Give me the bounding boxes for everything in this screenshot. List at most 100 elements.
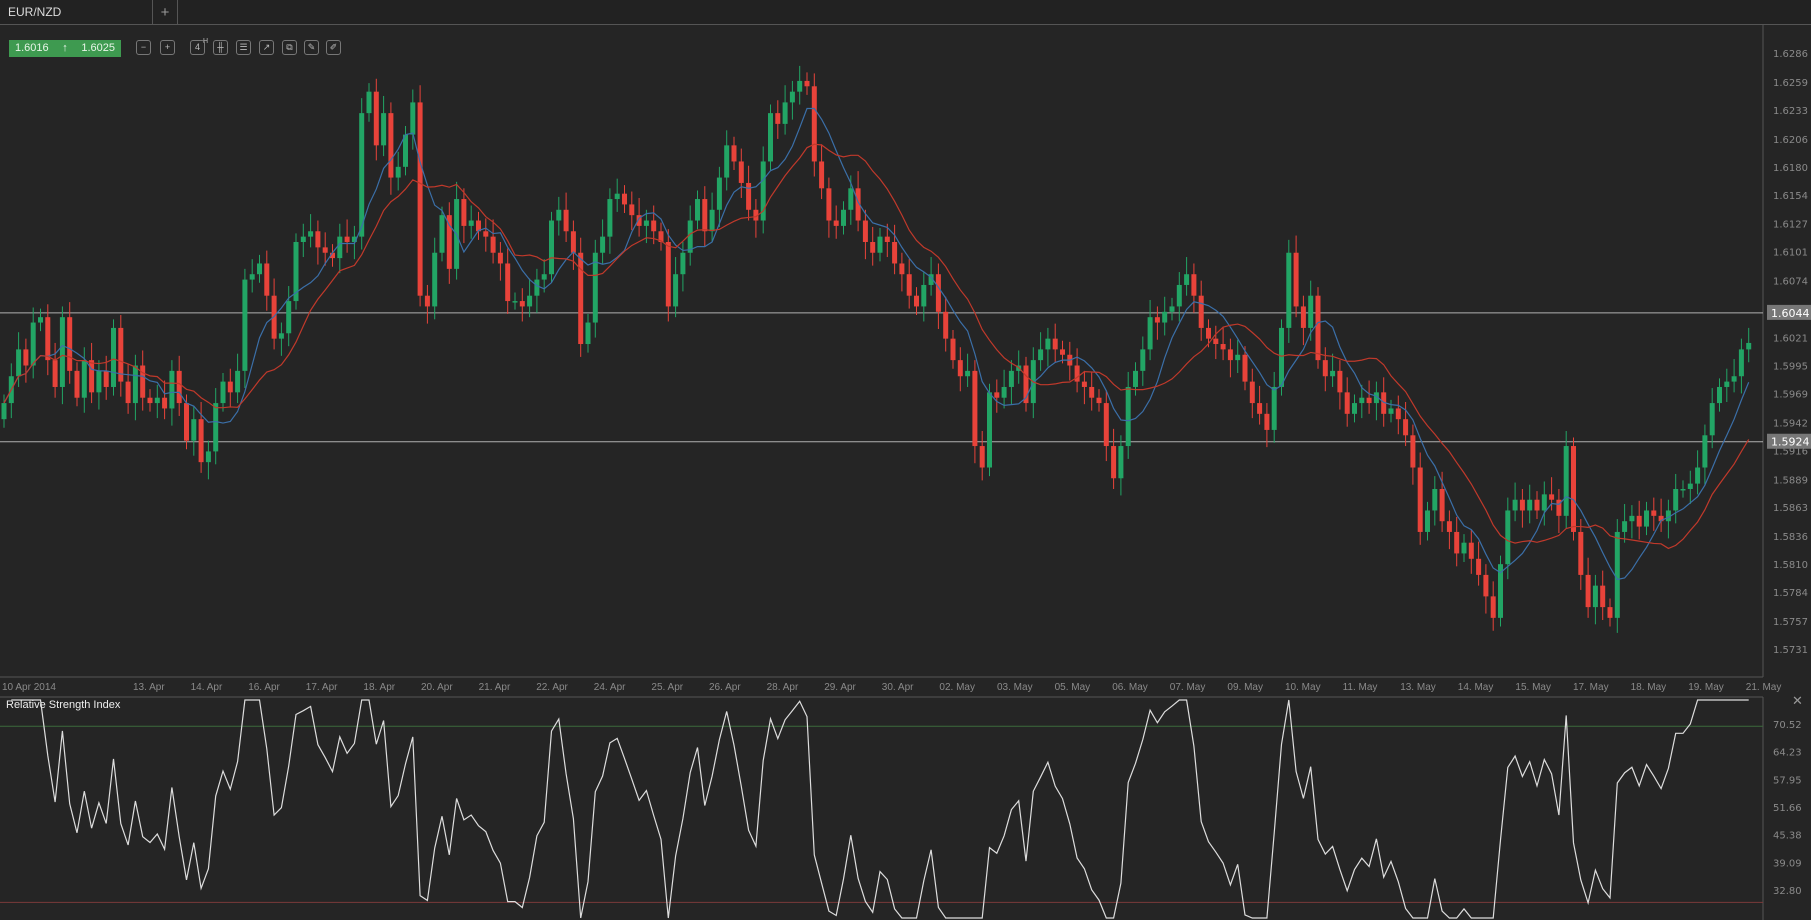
candle-body	[198, 419, 204, 463]
candle-body	[884, 236, 890, 243]
price-tick-label: 1.6233	[1773, 106, 1808, 117]
candle-body	[1191, 274, 1197, 296]
price-level-label: 1.6044	[1771, 307, 1810, 320]
candle-body	[300, 236, 306, 243]
candle-body	[1352, 403, 1357, 414]
price-tick-label: 1.5995	[1773, 361, 1808, 372]
add-tab-button[interactable]: +	[153, 0, 178, 25]
candle	[1724, 368, 1730, 403]
candle	[833, 205, 839, 239]
edit-icon[interactable]: ✎	[304, 40, 319, 55]
candle	[220, 373, 226, 412]
candle	[549, 211, 554, 283]
quote-badge[interactable]: 1.6016 ↑ 1.6025	[9, 40, 121, 57]
indicators-icon[interactable]: ☰	[236, 40, 251, 55]
candle	[1373, 381, 1379, 421]
zoom-in-icon[interactable]: +	[160, 40, 175, 55]
candle-body	[1403, 419, 1409, 436]
candle	[892, 224, 898, 275]
candle	[1738, 338, 1744, 394]
candle-body	[585, 322, 591, 345]
tab-eur-nzd[interactable]: EUR/NZD	[0, 0, 153, 25]
date-tick-label: 22. Apr	[536, 682, 568, 693]
date-tick-label: 19. May	[1688, 682, 1724, 693]
candle-body	[344, 236, 350, 243]
candle	[979, 431, 985, 481]
date-tick-label: 11. May	[1343, 682, 1378, 693]
candle-body	[1454, 531, 1460, 554]
candle	[213, 388, 219, 465]
candle	[1300, 295, 1306, 346]
price-tick-label: 1.6180	[1773, 163, 1808, 174]
date-tick-label: 05. May	[1055, 682, 1091, 693]
candle-body	[16, 349, 22, 377]
draw-icon[interactable]: ✐	[326, 40, 341, 55]
candle	[1534, 491, 1540, 520]
candle	[1111, 428, 1117, 489]
candle-body	[505, 263, 511, 302]
candle	[395, 151, 401, 191]
candle-body	[235, 370, 241, 393]
candle-body	[1709, 403, 1715, 436]
candle-body	[1556, 499, 1562, 516]
candle-body	[330, 252, 335, 259]
candle	[1191, 263, 1197, 313]
candle	[96, 360, 102, 410]
candle-body	[1381, 392, 1387, 414]
candle	[67, 302, 73, 384]
candle-body	[680, 252, 686, 275]
date-tick-label: 26. Apr	[709, 682, 741, 693]
candle	[877, 228, 883, 262]
copy-icon[interactable]: ⧉	[282, 40, 297, 55]
candle-body	[59, 317, 65, 387]
candle	[381, 95, 387, 157]
candle	[673, 257, 679, 318]
candle-body	[1600, 585, 1606, 608]
candle-body	[1001, 386, 1007, 398]
candle-body	[278, 333, 284, 339]
candle-body	[1169, 306, 1175, 312]
candle-body	[1176, 284, 1182, 307]
candle	[1366, 380, 1372, 414]
candle-body	[687, 220, 693, 253]
candle-body	[118, 327, 124, 382]
candle	[1731, 359, 1737, 393]
candle-body	[30, 322, 36, 366]
ma-fast-line	[3, 107, 1750, 581]
candle	[709, 192, 715, 243]
candle	[1636, 500, 1642, 540]
candle-body	[753, 209, 759, 221]
candle-body	[1388, 408, 1394, 414]
candle-body	[724, 145, 730, 178]
candle	[1629, 505, 1635, 539]
date-tick-label: 18. Apr	[363, 682, 395, 693]
candle-body	[789, 91, 795, 103]
candlestick-type-icon[interactable]: ╫	[213, 40, 228, 55]
candle	[994, 379, 1000, 413]
candle-body	[1257, 403, 1263, 414]
candle-body	[176, 370, 182, 404]
candle	[1410, 424, 1416, 485]
candle	[731, 136, 737, 171]
candle	[1249, 368, 1255, 419]
candle-body	[497, 252, 503, 264]
candle	[1096, 389, 1102, 412]
candle	[1549, 477, 1555, 511]
date-tick-label: 30. Apr	[882, 682, 914, 693]
candle-body	[52, 360, 58, 387]
candle	[344, 219, 350, 253]
candle	[1665, 499, 1671, 539]
candle-body	[461, 199, 467, 226]
close-rsi-icon[interactable]: ✕	[1792, 693, 1803, 708]
candle-body	[1731, 376, 1737, 382]
candle	[205, 440, 211, 480]
candle	[987, 383, 992, 477]
candle	[1081, 370, 1087, 405]
rsi-tick-label: 64.23	[1773, 748, 1802, 759]
zoom-out-icon[interactable]: −	[136, 40, 151, 55]
candle-body	[826, 188, 832, 221]
candle-body	[154, 397, 160, 404]
chart-template-icon[interactable]: ↗	[259, 40, 274, 55]
